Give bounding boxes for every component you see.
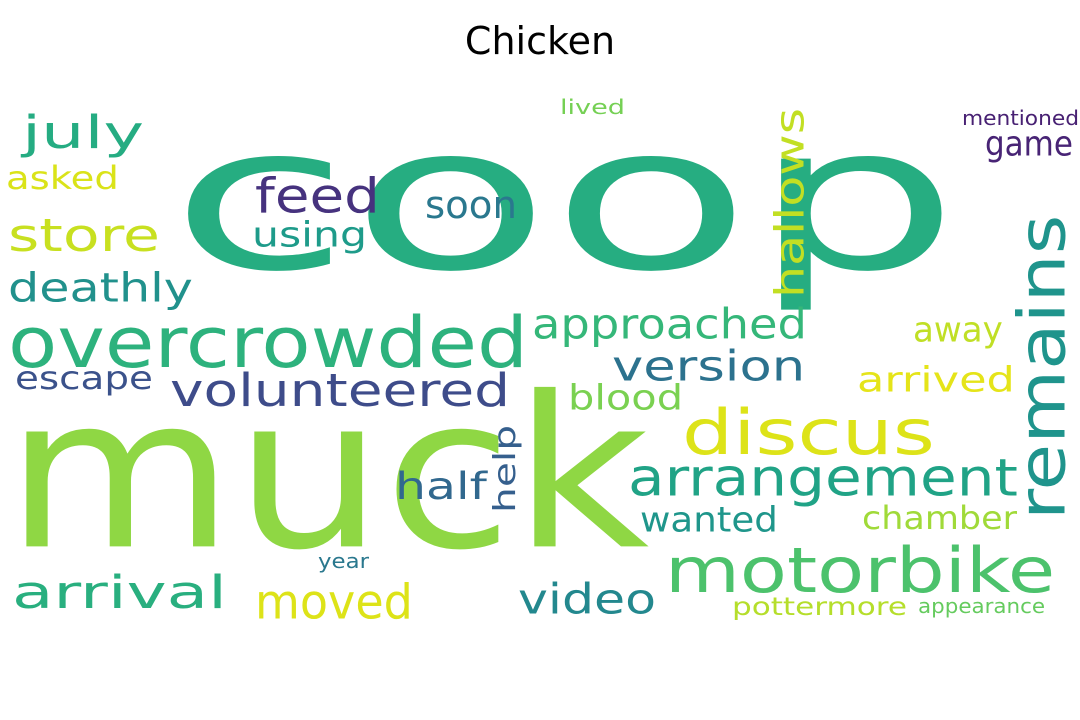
word-half: half [395, 464, 487, 508]
word-remains: remains [1004, 214, 1080, 521]
word-july: july [22, 105, 145, 159]
word-video: video [518, 574, 657, 624]
word-soon: soon [425, 182, 517, 228]
word-wanted: wanted [640, 498, 778, 540]
word-lived: lived [560, 95, 625, 119]
word-deathly: deathly [8, 264, 193, 312]
word-game: game [985, 122, 1073, 164]
word-blood: blood [568, 376, 684, 418]
word-motorbike: motorbike [665, 534, 1056, 607]
word-arrival: arrival [12, 565, 227, 619]
word-volunteered: volunteered [170, 363, 511, 417]
word-year: year [318, 549, 370, 573]
word-overcrowded: overcrowded [8, 301, 529, 384]
word-away: away [913, 308, 1003, 350]
word-coop: coop [170, 82, 960, 316]
word-version: version [612, 341, 806, 391]
word-muck: muck [5, 351, 650, 597]
word-hallows: hallows [766, 107, 814, 299]
word-store: store [8, 208, 160, 262]
chart-title: Chicken [464, 19, 616, 63]
word-arrangement: arrangement [628, 447, 1018, 509]
word-appearance: appearance [918, 594, 1046, 618]
word-arrived: arrived [857, 358, 1015, 400]
word-escape: escape [15, 359, 153, 397]
word-chamber: chamber [862, 499, 1018, 537]
word-using: using [252, 213, 368, 255]
word-approached: approached [532, 299, 807, 349]
word-help: help [487, 424, 523, 513]
word-asked: asked [6, 159, 119, 197]
word-discus: discus [682, 396, 935, 469]
word-feed: feed [255, 167, 380, 224]
word-mentioned: mentioned [962, 106, 1079, 130]
word-pottermore: pottermore [732, 591, 907, 621]
word-moved: moved [255, 573, 413, 630]
